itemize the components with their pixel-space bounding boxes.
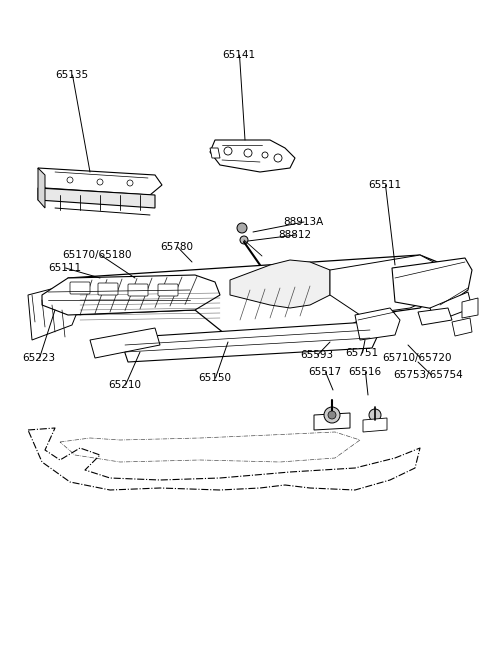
- Polygon shape: [38, 168, 45, 208]
- Polygon shape: [68, 255, 445, 338]
- FancyBboxPatch shape: [128, 284, 148, 296]
- Polygon shape: [90, 328, 160, 358]
- Polygon shape: [28, 282, 82, 340]
- Text: 65141: 65141: [222, 50, 255, 60]
- Text: 65516: 65516: [348, 367, 381, 377]
- Text: 65135: 65135: [55, 70, 88, 80]
- Polygon shape: [392, 258, 472, 310]
- Polygon shape: [418, 308, 452, 325]
- Polygon shape: [38, 188, 155, 208]
- FancyBboxPatch shape: [70, 282, 90, 294]
- Circle shape: [224, 147, 232, 155]
- Polygon shape: [363, 418, 387, 432]
- Polygon shape: [230, 260, 330, 308]
- Polygon shape: [42, 275, 220, 315]
- Circle shape: [240, 236, 248, 244]
- Circle shape: [262, 152, 268, 158]
- Polygon shape: [462, 298, 478, 318]
- Circle shape: [97, 179, 103, 185]
- Text: 65780: 65780: [160, 242, 193, 252]
- Text: 65223: 65223: [22, 353, 55, 363]
- Text: 65710/65720: 65710/65720: [382, 353, 452, 363]
- Text: 65170/65180: 65170/65180: [62, 250, 132, 260]
- Circle shape: [369, 409, 381, 421]
- Text: 65511: 65511: [368, 180, 401, 190]
- Text: 65751: 65751: [345, 348, 378, 358]
- Text: 88812: 88812: [278, 230, 311, 240]
- Circle shape: [244, 149, 252, 157]
- Text: 65150: 65150: [198, 373, 231, 383]
- Circle shape: [328, 411, 336, 419]
- Circle shape: [67, 177, 73, 183]
- Text: 88913A: 88913A: [283, 217, 323, 227]
- Text: 65753/65754: 65753/65754: [393, 370, 463, 380]
- Text: 65593: 65593: [300, 350, 333, 360]
- Polygon shape: [355, 308, 400, 340]
- Polygon shape: [210, 140, 295, 172]
- Polygon shape: [330, 255, 445, 315]
- Text: 65111: 65111: [48, 263, 81, 273]
- Circle shape: [127, 180, 133, 186]
- Text: 65210: 65210: [108, 380, 141, 390]
- Polygon shape: [120, 322, 378, 362]
- Polygon shape: [430, 292, 472, 322]
- Polygon shape: [210, 148, 220, 158]
- FancyBboxPatch shape: [158, 284, 178, 296]
- Circle shape: [237, 223, 247, 233]
- Text: 65517: 65517: [308, 367, 341, 377]
- Circle shape: [274, 154, 282, 162]
- Polygon shape: [314, 413, 350, 430]
- Polygon shape: [452, 318, 472, 336]
- FancyBboxPatch shape: [98, 283, 118, 295]
- Circle shape: [324, 407, 340, 423]
- Polygon shape: [38, 168, 162, 195]
